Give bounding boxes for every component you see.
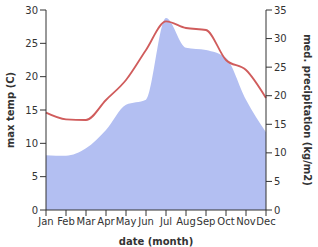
svg-text:date (month): date (month)	[119, 236, 193, 247]
svg-text:20: 20	[25, 71, 38, 82]
svg-text:Jul: Jul	[159, 216, 172, 227]
svg-text:30: 30	[25, 5, 38, 16]
svg-text:Nov: Nov	[236, 216, 256, 227]
svg-text:Jan: Jan	[37, 216, 53, 227]
svg-text:max temp (C): max temp (C)	[8, 72, 16, 148]
svg-text:med. precipitation (kg/m2): med. precipitation (kg/m2)	[302, 34, 310, 186]
svg-text:May: May	[116, 216, 137, 227]
svg-text:15: 15	[274, 119, 287, 130]
svg-text:10: 10	[25, 138, 38, 149]
svg-text:Mar: Mar	[77, 216, 97, 227]
svg-text:0: 0	[274, 205, 280, 216]
svg-text:10: 10	[274, 147, 287, 158]
svg-text:0: 0	[32, 205, 38, 216]
svg-text:25: 25	[274, 62, 287, 73]
svg-text:5: 5	[32, 171, 38, 182]
svg-text:Dec: Dec	[256, 216, 275, 227]
svg-text:Sep: Sep	[197, 216, 216, 227]
svg-text:Apr: Apr	[97, 216, 115, 227]
svg-text:5: 5	[274, 176, 280, 187]
svg-text:Aug: Aug	[176, 216, 196, 227]
svg-text:Jun: Jun	[137, 216, 154, 227]
svg-text:25: 25	[25, 38, 38, 49]
svg-text:15: 15	[25, 105, 38, 116]
svg-text:30: 30	[274, 33, 287, 44]
svg-text:Feb: Feb	[57, 216, 75, 227]
svg-text:20: 20	[274, 90, 287, 101]
svg-text:Oct: Oct	[217, 216, 234, 227]
svg-text:35: 35	[274, 5, 287, 16]
